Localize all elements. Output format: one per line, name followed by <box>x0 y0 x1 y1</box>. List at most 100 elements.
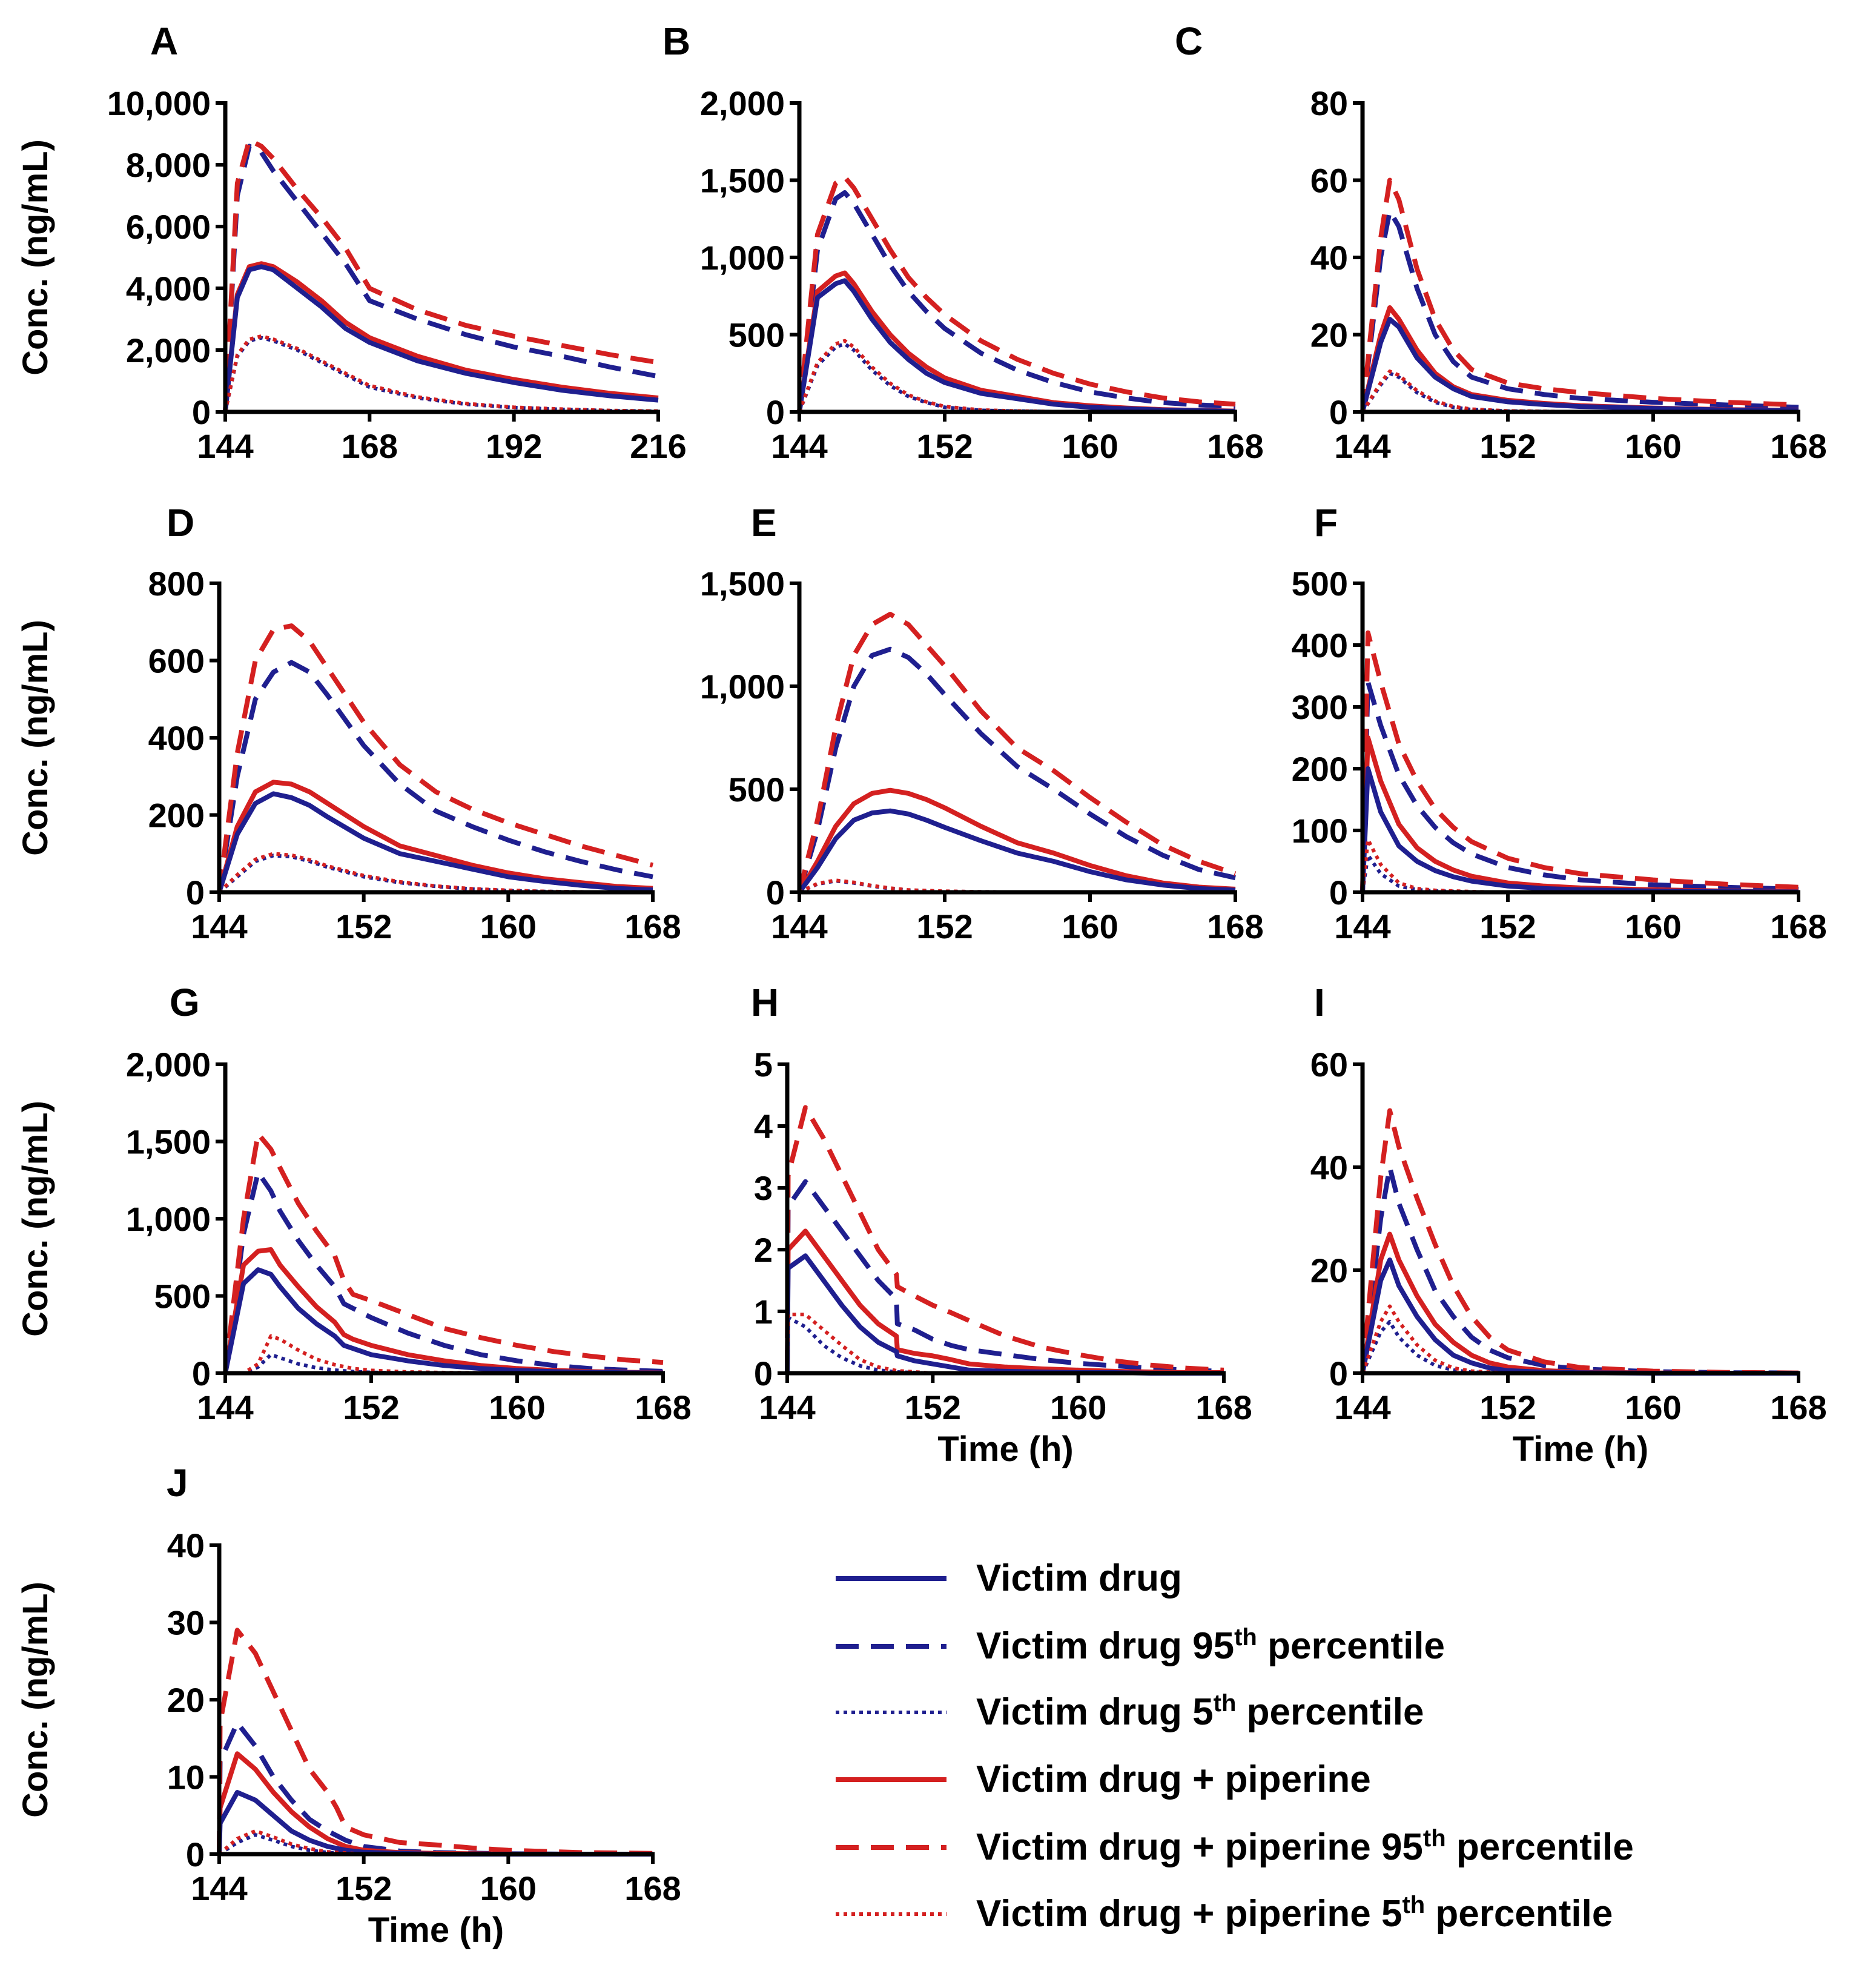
y-tick-label-e: 1,000 <box>700 668 785 706</box>
y-tick-label-j: 20 <box>167 1681 205 1719</box>
y-tick-label-j: 30 <box>167 1604 205 1642</box>
y-tick-label-a: 4,000 <box>126 270 211 308</box>
x-tick-label-e: 144 <box>771 907 827 946</box>
y-tick-label-c: 40 <box>1310 239 1348 277</box>
y-tick-label-e: 0 <box>766 873 785 912</box>
series-line-b-victim <box>797 278 1236 414</box>
x-tick-label-d: 144 <box>191 907 247 946</box>
series-line-j-pip-p95 <box>217 1628 653 1856</box>
series-line-i-victim-p5 <box>1361 1320 1799 1375</box>
x-tick-label-d: 152 <box>335 907 392 946</box>
series-line-c-victim <box>1360 317 1799 414</box>
series-group-c <box>1360 177 1799 414</box>
legend-label-victim-p95: Victim drug 95th percentile <box>976 1624 1445 1667</box>
y-tick-label-f: 100 <box>1292 812 1348 850</box>
x-tick-label-e: 160 <box>1062 907 1118 946</box>
series-line-e-pip <box>797 787 1236 894</box>
y-tick-label-f: 200 <box>1292 750 1348 788</box>
x-tick-label-i: 168 <box>1770 1388 1826 1426</box>
y-tick-label-g: 2,000 <box>126 1045 211 1084</box>
series-line-a-victim-p95 <box>223 144 659 413</box>
series-line-f-victim-p95 <box>1360 680 1799 893</box>
y-tick-label-i: 40 <box>1310 1148 1348 1187</box>
y-tick-label-g: 1,000 <box>126 1200 211 1238</box>
x-tick-label-j: 168 <box>624 1869 681 1907</box>
series-line-b-victim-p95 <box>797 190 1236 413</box>
series-line-d-victim-p5 <box>218 853 653 894</box>
y-tick-label-c: 0 <box>1329 393 1348 431</box>
y-tick-label-j: 0 <box>186 1835 205 1874</box>
x-tick-label-d: 160 <box>480 907 537 946</box>
y-tick-label-e: 1,500 <box>700 565 785 603</box>
x-tick-label-f: 160 <box>1625 907 1681 946</box>
y-tick-label-h: 4 <box>754 1107 773 1145</box>
series-group-e <box>797 612 1237 894</box>
y-tick-label-g: 1,500 <box>126 1123 211 1161</box>
chart-panel-h: H 0 1 2 3 4 5 144 152 160 168 Time (h) <box>751 981 1252 1469</box>
y-tick-label-c: 60 <box>1310 162 1348 200</box>
series-line-i-pip <box>1360 1231 1799 1376</box>
legend: Victim drug Victim drug 95th percentile … <box>836 1557 1634 1935</box>
series-line-g-pip-p5 <box>225 1334 663 1375</box>
y-tick-label-b: 500 <box>728 316 785 354</box>
panel-label-b: B <box>662 19 690 63</box>
y-tick-label-b: 1,500 <box>700 162 785 200</box>
panel-label-i: I <box>1314 981 1325 1024</box>
y-tick-label-f: 400 <box>1292 626 1348 664</box>
series-line-b-pip-p95 <box>797 174 1236 413</box>
panel-label-h: H <box>751 981 779 1024</box>
series-line-f-pip-p95 <box>1360 630 1799 893</box>
chart-panel-e: E 0 500 1,000 1,500 144 152 160 168 <box>700 501 1264 946</box>
x-tick-label-e: 152 <box>916 907 973 946</box>
y-tick-label-j: 10 <box>167 1758 205 1797</box>
x-tick-label-j: 160 <box>480 1869 537 1907</box>
x-tick-label-b: 152 <box>916 427 973 465</box>
legend-label-pip-p5: Victim drug + piperine 5th percentile <box>976 1892 1613 1935</box>
chart-panel-i: I 0 20 40 60 144 152 160 168 Time (h) <box>1310 981 1827 1469</box>
series-group-i <box>1360 1108 1799 1376</box>
y-tick-label-h: 3 <box>754 1169 773 1207</box>
y-tick-label-a: 2,000 <box>126 331 211 369</box>
x-tick-label-f: 168 <box>1770 907 1826 946</box>
y-tick-label-c: 20 <box>1310 316 1348 354</box>
series-line-a-pip-p95 <box>223 138 659 413</box>
series-line-e-victim <box>797 808 1236 894</box>
x-tick-label-c: 168 <box>1770 427 1826 465</box>
y-tick-label-f: 500 <box>1292 565 1348 603</box>
series-line-c-pip-p95 <box>1360 177 1799 413</box>
y-axis-title-d: Conc. (ng/mL) <box>16 620 55 856</box>
x-tick-label-c: 144 <box>1334 427 1390 465</box>
x-axis-title-h: Time (h) <box>937 1430 1074 1469</box>
y-tick-label-i: 20 <box>1310 1251 1348 1290</box>
y-tick-label-a: 8,000 <box>126 146 211 184</box>
y-tick-label-d: 0 <box>186 873 205 912</box>
x-tick-label-b: 144 <box>771 427 827 465</box>
series-line-b-pip <box>797 270 1236 414</box>
series-line-e-victim-p95 <box>797 646 1236 893</box>
y-tick-label-d: 800 <box>148 565 205 603</box>
series-line-h-pip-p5 <box>785 1313 1224 1375</box>
chart-panel-c: C 0 20 40 60 80 144 152 160 168 <box>1175 19 1827 465</box>
series-group-b <box>797 174 1236 414</box>
panel-label-a: A <box>150 19 178 63</box>
series-line-h-pip-p95 <box>785 1105 1224 1374</box>
series-line-g-victim-p95 <box>223 1170 664 1374</box>
y-tick-label-b: 1,000 <box>700 239 785 277</box>
series-group-a <box>223 138 659 413</box>
chart-panel-d: D 0 200 400 600 800 144 152 160 168 Conc. (ng/mL) <box>16 501 681 946</box>
x-tick-label-h: 160 <box>1050 1388 1106 1426</box>
y-tick-label-e: 500 <box>728 770 785 809</box>
series-line-a-pip-p5 <box>223 334 659 413</box>
series-line-e-pip-p95 <box>797 612 1237 893</box>
series-line-d-pip-p95 <box>217 623 654 893</box>
x-tick-label-g: 160 <box>489 1388 545 1426</box>
x-tick-label-g: 168 <box>635 1388 691 1426</box>
panel-label-e: E <box>751 501 777 545</box>
y-tick-label-h: 5 <box>754 1045 773 1084</box>
series-line-i-victim-p95 <box>1360 1165 1799 1376</box>
x-tick-label-f: 144 <box>1334 907 1390 946</box>
series-group-h <box>785 1105 1224 1376</box>
x-tick-label-a: 192 <box>486 427 542 465</box>
y-tick-label-i: 60 <box>1310 1045 1348 1084</box>
y-tick-label-b: 0 <box>766 393 785 431</box>
